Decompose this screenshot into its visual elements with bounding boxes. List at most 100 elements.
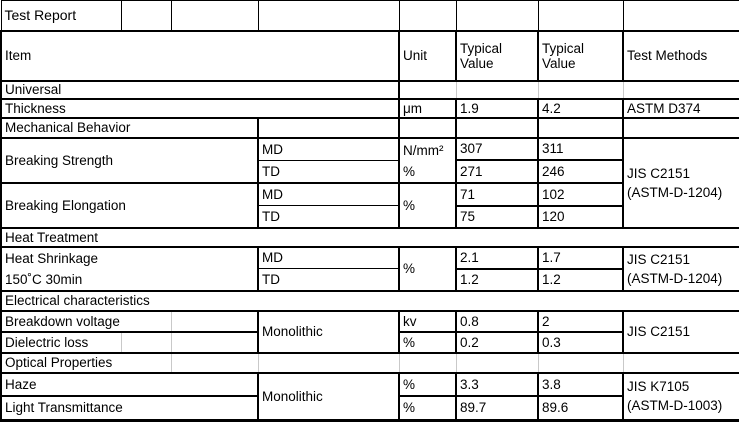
item-breakdown-voltage: Breakdown voltage (0, 310, 172, 333)
empty-cell (121, 0, 172, 31)
section-label-optical: Optical Properties (0, 352, 172, 373)
row-breakdown-voltage: Breakdown voltage Monolithic kv 0.8 2 JI… (0, 310, 739, 354)
row-breaking-strength-md: Breaking Strength MD N/mm²% 307 311 JIS … (0, 137, 739, 229)
value1-breaking-elongation-md: 71 (456, 182, 539, 207)
empty-cell (623, 117, 739, 139)
empty-cell (538, 80, 624, 99)
direction-label-md: MD (258, 137, 400, 161)
empty-cell (623, 352, 739, 373)
unit-breaking-elongation: % (399, 182, 457, 229)
section-label-electrical: Electrical characteristics (0, 290, 739, 312)
value2-dielectric-loss: 0.3 (538, 331, 624, 354)
empty-cell (399, 117, 457, 139)
empty-cell (456, 0, 539, 31)
value1-breaking-strength-md: 307 (456, 137, 539, 161)
method-electrical: JIS C2151 (623, 310, 739, 354)
empty-cell (258, 117, 400, 139)
section-row-universal: Universal (0, 80, 739, 99)
empty-cell (623, 0, 739, 31)
value2-thickness: 4.2 (538, 97, 624, 119)
value2-haze: 3.8 (538, 371, 624, 397)
item-thickness: Thickness (0, 97, 400, 119)
empty-cell (258, 352, 400, 373)
empty-cell (456, 117, 539, 139)
col-header-item: Item (0, 29, 400, 82)
method-mechanical: JIS C2151 (ASTM-D-1204) (623, 137, 739, 229)
section-label-universal: Universal (0, 80, 400, 99)
unit-thickness: μm (399, 97, 457, 119)
row-breaking-elongation-md: Breaking Elongation MD % 71 102 (0, 182, 739, 229)
method-thickness: ASTM D374 (623, 97, 739, 119)
col-header-typical-value-1: Typical Value (456, 29, 539, 82)
empty-cell (538, 0, 624, 31)
value1-heat-shrinkage-td: 1.2 (456, 268, 539, 292)
col-header-test-methods: Test Methods (623, 29, 739, 82)
empty-cell (171, 310, 259, 333)
value1-heat-shrinkage-md: 2.1 (456, 246, 539, 270)
empty-cell (399, 80, 457, 99)
item-heat-shrinkage: Heat Shrinkage 150˚C 30min (0, 246, 259, 292)
item-dielectric-loss: Dielectric loss (0, 331, 122, 354)
section-row-optical: Optical Properties (0, 352, 739, 373)
empty-cell (171, 331, 259, 354)
row-haze: Haze Monolithic % 3.3 3.8 JIS K7105 (ASTM… (0, 371, 739, 422)
empty-cell (538, 117, 624, 139)
value1-dielectric-loss: 0.2 (456, 331, 539, 354)
value1-haze: 3.3 (456, 371, 539, 397)
title-row: Test Report (0, 0, 739, 31)
unit-breakdown-voltage: kv (399, 310, 457, 333)
direction-label-md: MD (258, 246, 400, 269)
empty-cell (538, 352, 624, 373)
unit-haze: % (399, 371, 457, 397)
direction-label-td: TD (258, 268, 400, 292)
value1-breaking-strength-td: 271 (456, 160, 539, 184)
direction-label-td: TD (258, 205, 400, 229)
row-thickness: Thickness μm 1.9 4.2 ASTM D374 (0, 97, 739, 119)
empty-cell (456, 80, 539, 99)
value2-breakdown-voltage: 2 (538, 310, 624, 333)
method-optical: JIS K7105 (ASTM-D-1003) (623, 371, 739, 422)
direction-label-td: TD (258, 160, 400, 184)
item-breaking-elongation: Breaking Elongation (0, 182, 259, 229)
value1-breaking-elongation-td: 75 (456, 205, 539, 229)
empty-cell (456, 352, 539, 373)
value2-breaking-elongation-md: 102 (538, 182, 624, 207)
row-breaking-elongation-td: TD 75 120 (1, 205, 739, 229)
unit-heat-shrinkage: % (399, 246, 457, 292)
value1-light-transmittance: 89.7 (456, 395, 539, 422)
col-header-unit: Unit (399, 29, 457, 82)
report-title: Test Report (0, 0, 122, 31)
value2-breaking-strength-td: 246 (538, 160, 624, 184)
item-light-transmittance: Light Transmittance (0, 395, 259, 422)
test-report-table: Test Report Item Unit Typical Value Typi… (0, 0, 739, 422)
empty-cell (258, 0, 400, 31)
row-heat-shrinkage-md: Heat Shrinkage 150˚C 30min MD % 2.1 1.7 J… (0, 246, 739, 292)
item-breaking-strength: Breaking Strength (0, 137, 259, 184)
empty-cell (623, 80, 739, 99)
section-row-mechanical: Mechanical Behavior (0, 117, 739, 139)
row-heat-shrinkage-td: TD 1.2 1.2 (1, 268, 739, 292)
row-light-transmittance: Light Transmittance % 89.7 89.6 (0, 395, 739, 422)
section-label-heat: Heat Treatment (0, 227, 739, 248)
col-header-typical-value-2: Typical Value (538, 29, 624, 82)
value2-breaking-elongation-td: 120 (538, 205, 624, 229)
row-breaking-strength-td: TD 271 246 (1, 160, 739, 184)
unit-dielectric-loss: % (399, 331, 457, 354)
value2-heat-shrinkage-md: 1.7 (538, 246, 624, 270)
method-heat: JIS C2151 (ASTM-D-1204) (623, 246, 739, 292)
structure-monolithic-optical: Monolithic (258, 371, 400, 422)
empty-cell (171, 0, 259, 31)
empty-cell (171, 352, 259, 373)
unit-breaking-strength: N/mm²% (399, 137, 457, 184)
empty-cell (121, 331, 172, 354)
structure-monolithic-electrical: Monolithic (258, 310, 400, 354)
value1-breakdown-voltage: 0.8 (456, 310, 539, 333)
empty-cell (399, 352, 457, 373)
value2-breaking-strength-md: 311 (538, 137, 624, 161)
section-row-electrical: Electrical characteristics (0, 290, 739, 312)
section-label-mechanical: Mechanical Behavior (0, 117, 259, 139)
header-row: Item Unit Typical Value Typical Value Te… (0, 29, 739, 82)
item-haze: Haze (0, 371, 259, 397)
section-row-heat: Heat Treatment (0, 227, 739, 248)
value1-thickness: 1.9 (456, 97, 539, 119)
